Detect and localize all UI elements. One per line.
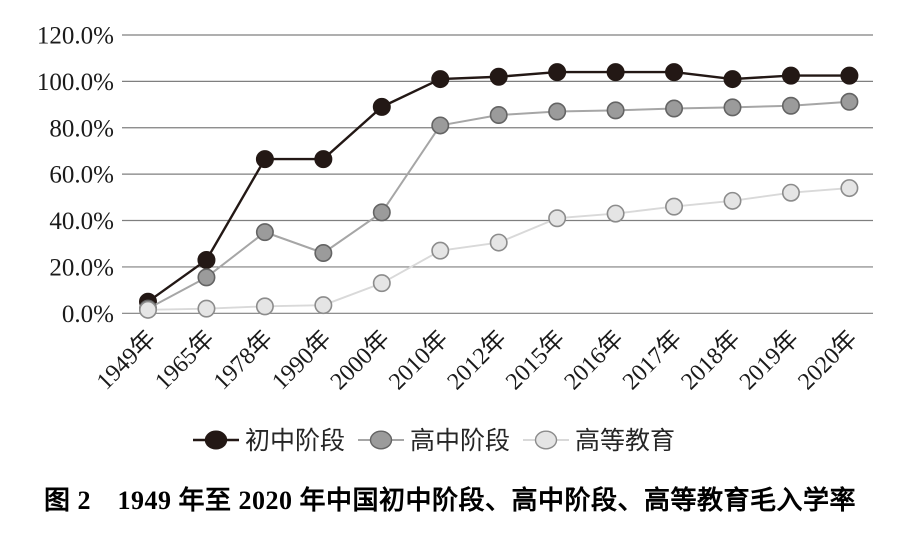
data-point-marker xyxy=(840,92,859,111)
data-point-marker xyxy=(840,66,859,85)
data-point-marker xyxy=(665,99,684,118)
y-axis-tick-label: 20.0% xyxy=(49,254,114,281)
data-point-marker xyxy=(606,101,625,120)
data-point-marker xyxy=(314,150,333,169)
series-group xyxy=(139,63,859,319)
data-point-marker xyxy=(489,233,508,252)
data-point-marker xyxy=(548,63,567,82)
data-point-marker xyxy=(314,244,333,263)
y-axis-labels-group: 0.0% 20.0% 40.0% 60.0% 80.0% 100.0% 120.0% xyxy=(37,23,114,328)
data-point-marker xyxy=(781,183,800,202)
data-point-marker xyxy=(606,63,625,82)
data-point-marker xyxy=(255,297,274,316)
legend-item-3: 高等教育 xyxy=(523,427,675,455)
legend-label: 高中阶段 xyxy=(410,427,510,455)
x-axis-tick-label: 1965年 xyxy=(150,325,220,395)
data-point-marker xyxy=(548,102,567,121)
data-point-marker xyxy=(139,300,158,319)
data-point-marker xyxy=(197,299,216,318)
data-point-marker xyxy=(489,67,508,86)
legend-label: 高等教育 xyxy=(575,427,675,455)
y-axis-tick-label: 80.0% xyxy=(49,115,114,142)
data-point-marker xyxy=(665,197,684,216)
x-axis-tick-label: 2017年 xyxy=(617,325,687,395)
data-point-marker xyxy=(723,70,742,89)
x-axis-tick-label: 1990年 xyxy=(267,325,337,395)
legend-item-1: 初中阶段 xyxy=(193,427,345,455)
x-axis-labels-group: 1949年1965年1978年1990年2000年2010年2012年2015年… xyxy=(91,325,862,395)
data-point-marker xyxy=(606,204,625,223)
data-point-marker xyxy=(548,209,567,228)
legend-label: 初中阶段 xyxy=(245,427,345,455)
figure-caption: 图 2 1949 年至 2020 年中国初中阶段、高中阶段、高等教育毛入学率 xyxy=(43,486,856,515)
y-axis-tick-label: 0.0% xyxy=(62,301,114,328)
data-point-marker xyxy=(781,96,800,115)
data-point-marker xyxy=(372,274,391,293)
data-point-marker xyxy=(431,70,450,89)
x-axis-tick-label: 1978年 xyxy=(208,325,278,395)
legend-marker-icon xyxy=(534,430,558,450)
series-line-2 xyxy=(147,100,850,310)
y-axis-tick-label: 40.0% xyxy=(49,208,114,235)
data-point-marker xyxy=(255,223,274,242)
x-axis-tick-label: 2016年 xyxy=(559,325,629,395)
legend-marker-icon xyxy=(204,430,228,450)
data-point-marker xyxy=(781,66,800,85)
x-axis-tick-label: 2010年 xyxy=(383,325,453,395)
x-axis-tick-label: 2020年 xyxy=(793,325,863,395)
x-axis-tick-label: 2012年 xyxy=(442,325,512,395)
data-point-marker xyxy=(431,116,450,135)
legend-group: 初中阶段 高中阶段 高等教育 xyxy=(193,427,675,455)
data-point-marker xyxy=(197,250,216,269)
data-point-marker xyxy=(255,150,274,169)
x-axis-tick-label: 2000年 xyxy=(325,325,395,395)
y-axis-tick-label: 60.0% xyxy=(49,162,114,189)
enrollment-line-chart: 0.0% 20.0% 40.0% 60.0% 80.0% 100.0% 120.0% 194… xyxy=(37,23,873,455)
data-point-marker xyxy=(489,106,508,125)
x-axis-tick-label: 2015年 xyxy=(500,325,570,395)
legend-marker-icon xyxy=(369,430,393,450)
data-point-marker xyxy=(431,241,450,260)
x-axis-tick-label: 2019年 xyxy=(734,325,804,395)
x-axis-tick-label: 2018年 xyxy=(676,325,746,395)
data-point-marker xyxy=(665,63,684,82)
data-point-marker xyxy=(372,97,391,116)
legend-item-2: 高中阶段 xyxy=(358,427,510,455)
y-axis-tick-label: 120.0% xyxy=(37,23,114,50)
data-point-marker xyxy=(723,98,742,117)
data-point-marker xyxy=(723,191,742,210)
data-point-marker xyxy=(840,179,859,198)
data-point-marker xyxy=(197,268,216,287)
data-point-marker xyxy=(314,296,333,315)
x-axis-tick-label: 1949年 xyxy=(91,325,161,395)
y-axis-tick-label: 100.0% xyxy=(37,69,114,96)
data-point-marker xyxy=(372,203,391,222)
